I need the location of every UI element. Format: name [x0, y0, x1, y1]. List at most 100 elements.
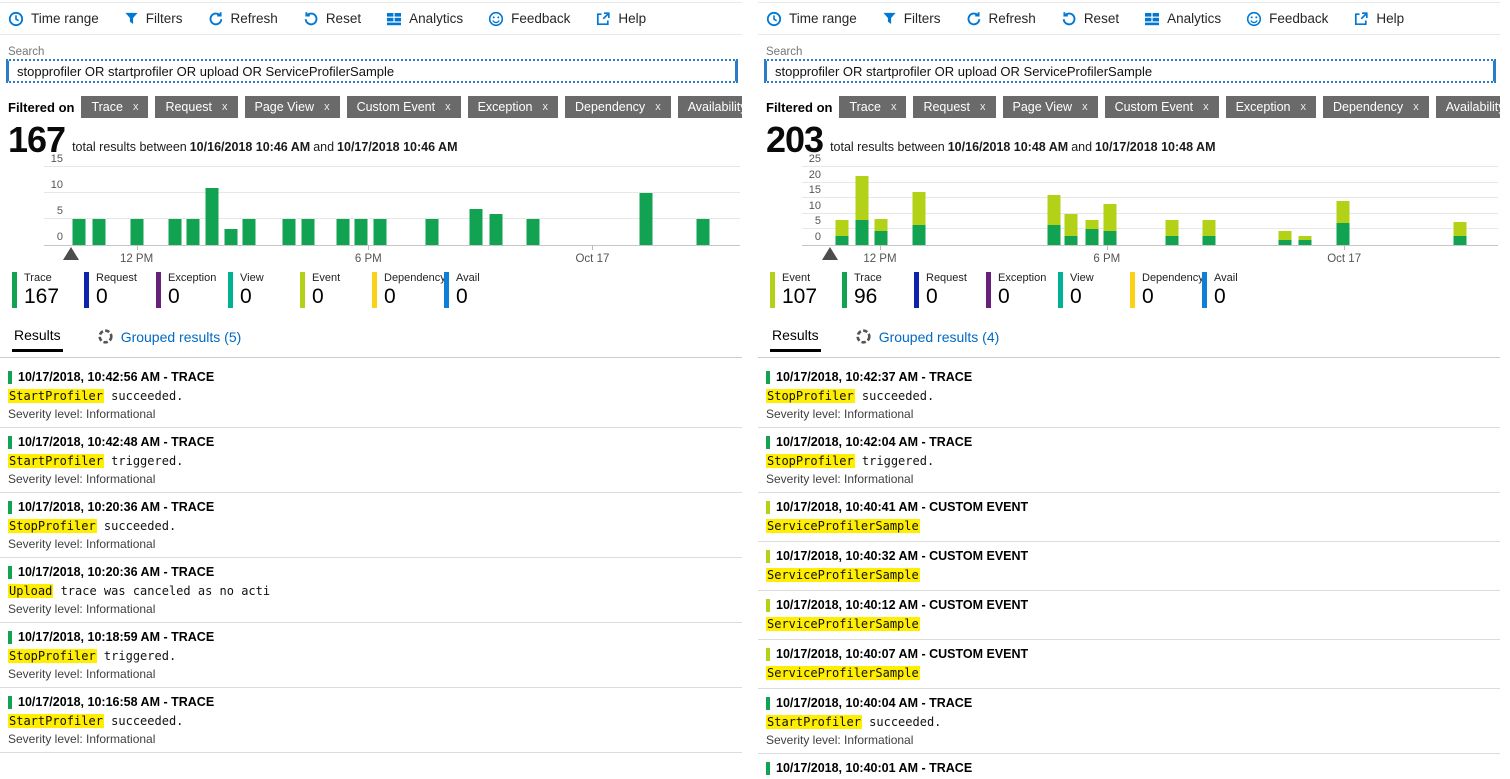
- result-item[interactable]: 10/17/2018, 10:42:56 AM - TRACE StartProf…: [0, 363, 742, 428]
- chart-bar-segment-trace: [425, 219, 439, 245]
- legend-item-request[interactable]: Request 0: [914, 272, 986, 308]
- chart-bar-segment-trace: [373, 219, 387, 245]
- remove-filter-icon[interactable]: x: [1300, 101, 1306, 113]
- toolbar-feedback-button[interactable]: Feedback: [1246, 11, 1328, 27]
- toolbar-filters-button[interactable]: Filters: [124, 11, 183, 26]
- chart-bar: [696, 219, 710, 245]
- legend-item-view[interactable]: View 0: [1058, 272, 1130, 308]
- result-item[interactable]: 10/17/2018, 10:40:41 AM - CUSTOM EVENT Se…: [758, 493, 1500, 542]
- result-item[interactable]: 10/17/2018, 10:40:12 AM - CUSTOM EVENT Se…: [758, 591, 1500, 640]
- filter-chip-custom-event[interactable]: Custom Event x: [1104, 96, 1219, 118]
- chart-bar: [373, 219, 387, 245]
- tab-results[interactable]: Results: [770, 327, 821, 352]
- tab-grouped-results[interactable]: Grouped results (5): [97, 328, 241, 351]
- remove-filter-icon[interactable]: x: [980, 101, 986, 113]
- toolbar-help-button[interactable]: Help: [595, 11, 646, 27]
- result-item[interactable]: 10/17/2018, 10:20:36 AM - TRACE StopProfi…: [0, 493, 742, 558]
- reset-icon: [303, 11, 319, 27]
- filter-chip-dependency[interactable]: Dependency x: [1322, 96, 1429, 118]
- legend-item-trace[interactable]: Trace 167: [12, 272, 84, 308]
- toolbar-reset-button[interactable]: Reset: [303, 11, 361, 27]
- filter-chip-trace[interactable]: Trace x: [839, 96, 907, 118]
- result-item[interactable]: 10/17/2018, 10:18:59 AM - TRACE StopProfi…: [0, 623, 742, 688]
- filter-chip-page-view[interactable]: Page View x: [1002, 96, 1098, 118]
- remove-filter-icon[interactable]: x: [890, 101, 897, 113]
- legend-item-exception[interactable]: Exception 0: [156, 272, 228, 308]
- result-message: ServiceProfilerSample: [766, 666, 1500, 688]
- legend-item-event[interactable]: Event 107: [770, 272, 842, 308]
- remove-filter-icon[interactable]: x: [132, 101, 139, 113]
- search-input[interactable]: [767, 61, 1493, 81]
- filter-chip-availability[interactable]: Availabilityx: [1435, 96, 1500, 118]
- legend-item-avail[interactable]: Avail 0: [1202, 272, 1274, 308]
- filter-chip-dependency[interactable]: Dependency x: [564, 96, 671, 118]
- legend-item-view[interactable]: View 0: [228, 272, 300, 308]
- toolbar-analytics-button[interactable]: Analytics: [1144, 11, 1221, 27]
- toolbar-refresh-button[interactable]: Refresh: [208, 11, 278, 27]
- remove-filter-icon[interactable]: x: [1203, 101, 1209, 113]
- search-input[interactable]: [9, 61, 735, 81]
- result-item[interactable]: 10/17/2018, 10:40:32 AM - CUSTOM EVENT Se…: [758, 542, 1500, 591]
- legend-item-request[interactable]: Request 0: [84, 272, 156, 308]
- legend-item-event[interactable]: Event 0: [300, 272, 372, 308]
- legend-count: 0: [998, 285, 1010, 308]
- legend-label: Request: [926, 272, 967, 284]
- filter-chip-trace[interactable]: Trace x: [81, 96, 149, 118]
- chart-bar-segment-trace: [92, 219, 106, 245]
- legend-item-avail[interactable]: Avail 0: [444, 272, 516, 308]
- filter-chip-custom-event[interactable]: Custom Event x: [346, 96, 461, 118]
- result-title: 10/17/2018, 10:40:41 AM - CUSTOM EVENT: [776, 500, 1029, 514]
- toolbar-feedback-button[interactable]: Feedback: [488, 11, 570, 27]
- result-title-row: 10/17/2018, 10:40:32 AM - CUSTOM EVENT: [766, 549, 1500, 564]
- result-item[interactable]: 10/17/2018, 10:42:04 AM - TRACE StopProfi…: [758, 428, 1500, 493]
- legend-item-dependency[interactable]: Dependency 0: [1130, 272, 1204, 308]
- result-item[interactable]: 10/17/2018, 10:20:36 AM - TRACE Upload tr…: [0, 558, 742, 623]
- legend-item-trace[interactable]: Trace 96: [842, 272, 914, 308]
- exception-color-swatch: [156, 272, 161, 308]
- tab-grouped-results[interactable]: Grouped results (4): [855, 328, 999, 351]
- filter-chip-request[interactable]: Request x: [155, 96, 238, 118]
- remove-filter-icon[interactable]: x: [542, 101, 548, 113]
- chart-bar-segment-event: [1064, 213, 1078, 236]
- y-axis-label: 25: [808, 153, 821, 165]
- clock-icon: [8, 11, 24, 27]
- remove-filter-icon[interactable]: x: [1082, 101, 1088, 113]
- toolbar-filters-button[interactable]: Filters: [882, 11, 941, 26]
- result-title: 10/17/2018, 10:18:59 AM - TRACE: [18, 630, 215, 644]
- toolbar-time-range-button[interactable]: Time range: [766, 11, 857, 27]
- remove-filter-icon[interactable]: x: [655, 101, 661, 113]
- legend-item-dependency[interactable]: Dependency 0: [372, 272, 446, 308]
- toolbar-help-button[interactable]: Help: [1353, 11, 1404, 27]
- toolbar-analytics-button[interactable]: Analytics: [386, 11, 463, 27]
- result-count-row: 203 total results between 10/16/2018 10:48…: [766, 121, 1219, 159]
- chart-bar: [1165, 220, 1179, 245]
- legend-text: Request 0: [96, 272, 137, 308]
- remove-filter-icon[interactable]: x: [222, 101, 228, 113]
- filter-chip-exception[interactable]: Exception x: [467, 96, 558, 118]
- toolbar-refresh-button[interactable]: Refresh: [966, 11, 1036, 27]
- filter-chip-availability[interactable]: Availabilityx: [677, 96, 742, 118]
- result-item[interactable]: 10/17/2018, 10:42:37 AM - TRACE StopProfi…: [758, 363, 1500, 428]
- filter-chip-page-view[interactable]: Page View x: [244, 96, 340, 118]
- reset-icon: [1061, 11, 1077, 27]
- remove-filter-icon[interactable]: x: [1413, 101, 1419, 113]
- result-item[interactable]: 10/17/2018, 10:40:04 AM - TRACE StartProf…: [758, 689, 1500, 754]
- y-axis-label: 15: [50, 153, 63, 165]
- toolbar-time-range-button[interactable]: Time range: [8, 11, 99, 27]
- chart-bar: [92, 219, 106, 245]
- remove-filter-icon[interactable]: x: [445, 101, 451, 113]
- result-item[interactable]: 10/17/2018, 10:42:48 AM - TRACE StartProf…: [0, 428, 742, 493]
- time-brush-handle[interactable]: [821, 247, 838, 260]
- result-item[interactable]: 10/17/2018, 10:40:01 AM - TRACEStartProf…: [758, 754, 1500, 779]
- chart-bar-segment-trace: [1085, 229, 1099, 245]
- filter-chip-request[interactable]: Request x: [913, 96, 996, 118]
- remove-filter-icon[interactable]: x: [324, 101, 330, 113]
- result-item[interactable]: 10/17/2018, 10:40:07 AM - CUSTOM EVENT Se…: [758, 640, 1500, 689]
- tab-results[interactable]: Results: [12, 327, 63, 352]
- filter-chip-exception[interactable]: Exception x: [1225, 96, 1316, 118]
- toolbar-reset-button[interactable]: Reset: [1061, 11, 1119, 27]
- result-title: 10/17/2018, 10:42:48 AM - TRACE: [18, 435, 215, 449]
- result-item[interactable]: 10/17/2018, 10:16:58 AM - TRACE StartProf…: [0, 688, 742, 753]
- time-brush-handle[interactable]: [63, 247, 80, 260]
- legend-item-exception[interactable]: Exception 0: [986, 272, 1058, 308]
